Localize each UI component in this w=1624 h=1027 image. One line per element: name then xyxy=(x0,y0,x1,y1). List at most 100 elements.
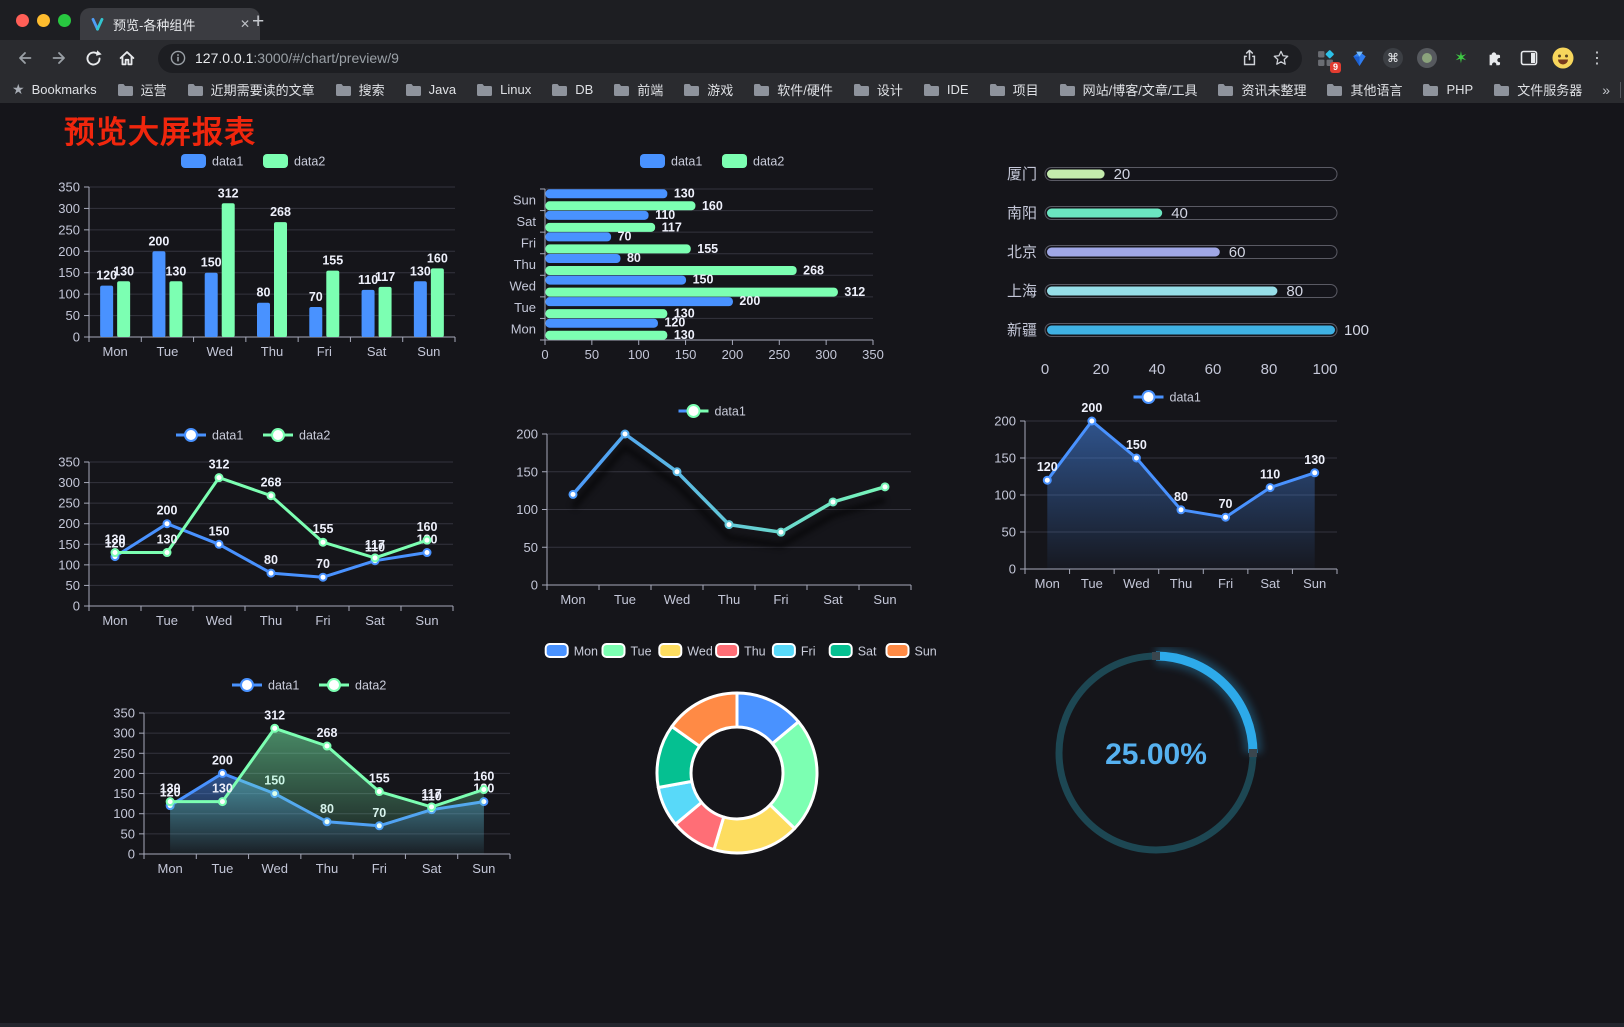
chart-horizontal-bar[interactable]: data1 data2 0 50 100 150 200 250 300 350 Sun 130 160… xyxy=(503,149,923,369)
back-button[interactable] xyxy=(12,45,38,71)
svg-text:0: 0 xyxy=(1041,361,1049,378)
svg-text:Fri: Fri xyxy=(317,344,332,359)
svg-text:120: 120 xyxy=(1037,460,1058,474)
side-panel-icon[interactable] xyxy=(1518,47,1540,69)
svg-text:150: 150 xyxy=(201,256,222,270)
svg-text:Thu: Thu xyxy=(260,613,282,628)
svg-text:40: 40 xyxy=(1149,361,1166,378)
extensions-puzzle-icon[interactable] xyxy=(1484,47,1506,69)
svg-text:130: 130 xyxy=(113,264,134,278)
bookmark-folder[interactable]: Java xyxy=(405,82,456,97)
svg-text:150: 150 xyxy=(58,537,80,552)
svg-text:100: 100 xyxy=(628,347,650,362)
chart-line-dual[interactable]: data1 data2 0 50 100 150 200 250 300 350 Mon Tue Wed… xyxy=(45,423,463,635)
profile-avatar[interactable] xyxy=(1552,47,1574,69)
bookmark-folder[interactable]: 游戏 xyxy=(683,80,733,99)
page-content: 预览大屏报表 data1 data2 0 50 100 150 200 250 300 350 Mo… xyxy=(0,103,1624,1027)
bookmark-folder[interactable]: IDE xyxy=(923,82,969,97)
svg-text:Wed: Wed xyxy=(261,861,288,876)
bookmarks-star-item[interactable]: ★ Bookmarks xyxy=(12,81,97,98)
bookmark-folder[interactable]: 文件服务器 xyxy=(1493,80,1582,99)
extension-grid-icon[interactable]: 9 xyxy=(1314,47,1341,73)
svg-text:200: 200 xyxy=(739,294,760,308)
bookmark-folder[interactable]: 设计 xyxy=(853,80,903,99)
svg-text:0: 0 xyxy=(1009,562,1016,577)
chart-area-dual[interactable]: data1 data2 0 50 100 150 200 250 300 350 Mon Tue Wed… xyxy=(100,673,520,885)
bookmark-folder[interactable]: 项目 xyxy=(989,80,1039,99)
chart-gauge-progress[interactable]: 25.00% xyxy=(1040,647,1272,863)
window-zoom-button[interactable] xyxy=(58,14,71,27)
extension-command-icon[interactable]: ⌘ xyxy=(1382,47,1404,69)
bookmark-folder[interactable]: 网站/博客/文章/工具 xyxy=(1059,80,1197,99)
svg-text:130: 130 xyxy=(410,264,431,278)
svg-text:130: 130 xyxy=(674,186,695,200)
svg-text:80: 80 xyxy=(264,553,278,567)
bookmark-folder[interactable]: 其他语言 xyxy=(1326,80,1402,99)
forward-button[interactable] xyxy=(46,45,72,71)
address-bar[interactable]: 127.0.0.1:3000/#/chart/preview/9 xyxy=(158,43,1302,73)
bookmark-folder[interactable]: 近期需要读的文章 xyxy=(187,80,315,99)
svg-text:250: 250 xyxy=(768,347,790,362)
info-icon[interactable] xyxy=(170,50,186,66)
bookmarks-overflow-chevron[interactable]: » xyxy=(1602,81,1611,98)
svg-text:50: 50 xyxy=(524,540,538,555)
svg-text:120: 120 xyxy=(664,316,685,330)
menu-kebab-icon[interactable]: ⋮ xyxy=(1589,50,1605,67)
svg-text:150: 150 xyxy=(1126,438,1147,452)
svg-text:150: 150 xyxy=(113,786,135,801)
tab-close-icon[interactable]: ✕ xyxy=(239,17,250,31)
chart-progress-bars[interactable]: 厦门 20 南阳 40 北京 60 上海 80 新疆 100 0 20 40 60 80 100 xyxy=(995,153,1391,393)
svg-text:200: 200 xyxy=(722,347,744,362)
chart-area-single[interactable]: data1 0 50 100 150 200 Mon Tue Wed Thu Fri Sat Sun 12… xyxy=(985,385,1351,595)
new-tab-button[interactable]: + xyxy=(252,10,265,33)
svg-text:130: 130 xyxy=(160,782,181,796)
window-minimize-button[interactable] xyxy=(37,14,50,27)
svg-text:20: 20 xyxy=(1093,361,1110,378)
home-button[interactable] xyxy=(114,45,140,71)
extension-record-icon[interactable] xyxy=(1416,47,1438,69)
bookmark-star-icon[interactable] xyxy=(1272,49,1290,67)
svg-text:Mon: Mon xyxy=(1035,576,1060,591)
extension-star-icon[interactable]: ✶ xyxy=(1454,50,1468,67)
svg-text:data1: data1 xyxy=(715,405,746,419)
chart-donut-pie[interactable]: Mon Tue Wed Thu Fri Sat Sun xyxy=(540,637,940,891)
svg-text:Thu: Thu xyxy=(316,861,338,876)
svg-text:70: 70 xyxy=(618,229,632,243)
bookmark-folder[interactable]: Linux xyxy=(476,82,531,97)
share-icon[interactable] xyxy=(1241,49,1258,67)
browser-tab[interactable]: 预览-各种组件 ✕ xyxy=(80,8,260,40)
reload-button[interactable] xyxy=(80,45,106,71)
bookmark-folder[interactable]: 前端 xyxy=(613,80,663,99)
svg-text:data1: data1 xyxy=(212,429,243,443)
chart-line-gradient[interactable]: data1 0 50 100 150 200 Mon Tue Wed Thu Fri Sat Sun xyxy=(503,399,923,609)
svg-text:150: 150 xyxy=(209,524,230,538)
bookmark-folder[interactable]: 资讯未整理 xyxy=(1217,80,1306,99)
svg-text:Thu: Thu xyxy=(514,257,536,272)
svg-text:110: 110 xyxy=(421,790,441,804)
svg-text:0: 0 xyxy=(128,847,135,862)
back-icon xyxy=(19,52,32,64)
svg-text:Fri: Fri xyxy=(773,592,788,607)
svg-text:Sat: Sat xyxy=(367,344,387,359)
svg-text:Thu: Thu xyxy=(261,344,283,359)
bookmark-folder[interactable]: PHP xyxy=(1422,82,1473,97)
svg-text:data2: data2 xyxy=(753,155,784,169)
svg-text:0: 0 xyxy=(73,599,80,614)
extension-gem-icon[interactable] xyxy=(1348,47,1370,69)
svg-text:70: 70 xyxy=(1219,497,1233,511)
svg-text:110: 110 xyxy=(365,541,385,555)
svg-text:Fri: Fri xyxy=(315,613,330,628)
window-close-button[interactable] xyxy=(16,14,29,27)
extension-badge: 9 xyxy=(1329,62,1341,73)
svg-text:Wed: Wed xyxy=(664,592,691,607)
svg-text:80: 80 xyxy=(1174,490,1188,504)
chart-grouped-bar[interactable]: data1 data2 0 50 100 150 200 250 300 350 Mon Tue Wed… xyxy=(45,149,463,364)
folder-icon xyxy=(187,83,203,96)
bookmark-folder[interactable]: 运营 xyxy=(117,80,167,99)
bookmark-folder[interactable]: 软件/硬件 xyxy=(753,80,833,99)
folder-icon xyxy=(754,83,770,96)
svg-text:312: 312 xyxy=(218,186,239,200)
svg-text:155: 155 xyxy=(322,254,343,268)
bookmark-folder[interactable]: 搜索 xyxy=(335,80,385,99)
bookmark-folder[interactable]: DB xyxy=(551,82,593,97)
